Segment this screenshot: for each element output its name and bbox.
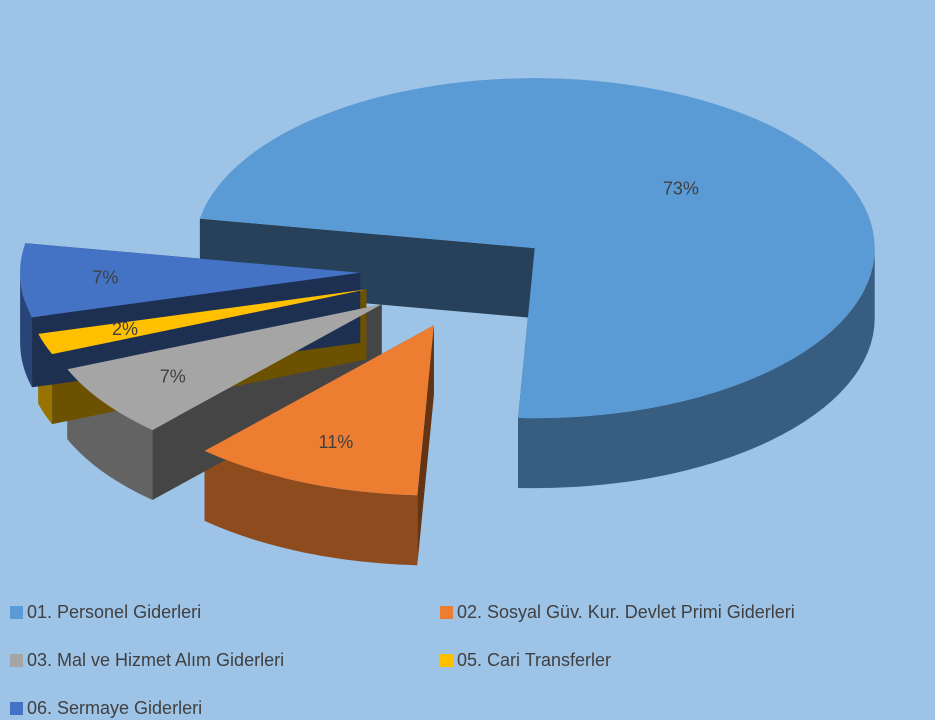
legend-label: 02. Sosyal Güv. Kur. Devlet Primi Giderl… xyxy=(457,601,795,622)
legend-label: 01. Personel Giderleri xyxy=(27,601,202,622)
legend-swatch xyxy=(10,653,23,667)
data-label: 7% xyxy=(92,267,118,287)
slice xyxy=(199,78,875,419)
legend-label: 06. Sermaye Giderleri xyxy=(27,697,203,718)
legend-item: 03. Mal ve Hizmet Alım Giderleri xyxy=(10,648,284,672)
legend-item: 06. Sermaye Giderleri xyxy=(10,696,202,720)
legend-item: 01. Personel Giderleri xyxy=(10,600,201,624)
slice xyxy=(20,243,361,318)
slice xyxy=(67,304,382,430)
data-label: 7% xyxy=(160,366,186,386)
legend-item: 05. Cari Transferler xyxy=(440,648,611,672)
legend-item: 02. Sosyal Güv. Kur. Devlet Primi Giderl… xyxy=(440,600,795,624)
slice-tops xyxy=(20,78,875,496)
legend-label: 05. Cari Transferler xyxy=(457,649,612,670)
slice-side xyxy=(204,450,418,566)
pie-area: 73% 11% 7% 2% 7% xyxy=(20,78,875,566)
legend-label: 03. Mal ve Hizmet Alım Giderleri xyxy=(27,649,285,670)
legend-swatch xyxy=(10,701,23,715)
slice-side xyxy=(20,272,33,388)
data-label: 11% xyxy=(319,432,354,452)
legend-swatch xyxy=(440,605,453,619)
legend-swatch xyxy=(10,605,23,619)
data-label: 73% xyxy=(663,179,699,199)
data-label: 2% xyxy=(112,319,138,339)
slice xyxy=(38,289,367,355)
legend-swatch xyxy=(440,653,453,667)
slice xyxy=(204,325,434,496)
slice-side xyxy=(518,248,875,489)
